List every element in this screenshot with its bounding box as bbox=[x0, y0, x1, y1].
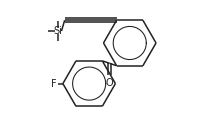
Text: O: O bbox=[105, 78, 113, 88]
Text: F: F bbox=[51, 79, 57, 89]
Text: Si: Si bbox=[53, 26, 62, 36]
